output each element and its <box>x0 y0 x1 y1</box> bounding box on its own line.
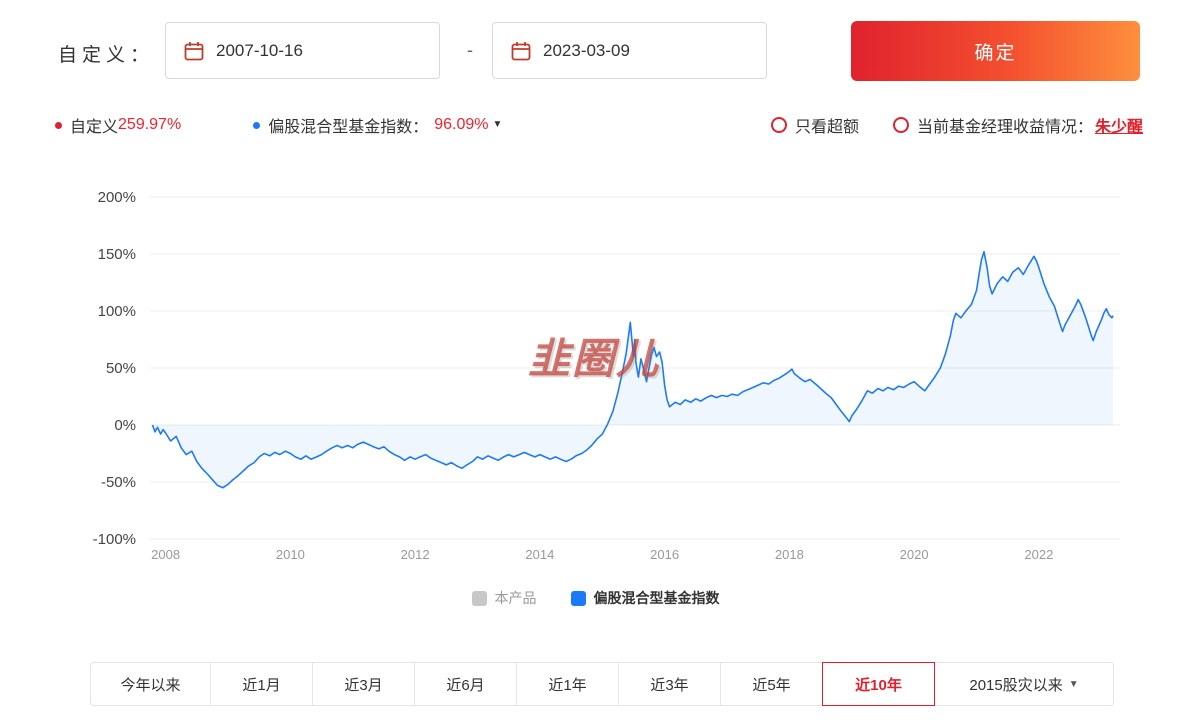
series-index-label: 偏股混合型基金指数： <box>268 119 429 136</box>
series-custom-value: 259.97% <box>118 116 182 133</box>
y-axis-label: 100% <box>98 303 136 320</box>
red-dot-icon <box>55 121 62 129</box>
start-date-input[interactable]: 2007-10-16 <box>165 22 440 79</box>
x-axis-label: 2018 <box>775 547 804 560</box>
range-tabs: 今年以来 近1月 近3月 近6月 近1年 近3年 近5年 近10年 2015股灾以来 ▼ <box>90 662 1114 706</box>
range-tab-2[interactable]: 近1月 <box>210 662 313 706</box>
excess-only-toggle[interactable]: 只看超额 <box>770 113 859 137</box>
legend-options-row: 自定义 259.97% 偏股混合型基金指数： 96.09% ▼ 只看超额 当前基… <box>55 112 1143 138</box>
confirm-button[interactable]: 确定 <box>851 21 1140 81</box>
chart-legend-item[interactable]: 本产品 <box>471 588 537 608</box>
range-tab-label: 近3年 <box>650 676 689 694</box>
legend-swatch-icon <box>471 590 487 606</box>
performance-chart: 200% 150% 100% 50% 0% -50% -100% 2008 2010 2012 20… <box>90 180 1135 562</box>
end-date-value: 2023-03-09 <box>543 40 630 60</box>
start-date-value: 2007-10-16 <box>216 40 303 60</box>
series-area <box>152 251 1114 488</box>
series-custom-label: 自定义 <box>70 119 119 136</box>
chart-legend-item[interactable]: 偏股混合型基金指数 <box>570 588 720 608</box>
range-tab-8[interactable]: 近10年 <box>822 662 935 706</box>
range-tab-label: 近1月 <box>242 676 281 694</box>
series-index-legend[interactable]: 偏股混合型基金指数： 96.09% ▼ <box>253 113 502 137</box>
range-tab-label: 今年以来 <box>120 676 181 694</box>
y-axis-label: 50% <box>106 360 136 377</box>
x-axis-label: 2012 <box>401 547 430 560</box>
x-axis-label: 2014 <box>525 547 554 560</box>
excess-only-label: 只看超额 <box>794 119 859 136</box>
radio-circle-icon[interactable] <box>892 117 909 133</box>
chevron-down-icon: ▼ <box>1068 678 1079 690</box>
x-axis-label: 2020 <box>900 547 929 560</box>
y-axis-label: 150% <box>98 246 136 263</box>
manager-return-label: 当前基金经理收益情况： <box>916 119 1093 136</box>
manager-name-link[interactable]: 朱少醒 <box>1094 119 1143 136</box>
range-tab-label: 近5年 <box>752 676 791 694</box>
performance-chart-svg: 200% 150% 100% 50% 0% -50% -100% 2008 2010 2012 20… <box>93 189 1120 562</box>
y-axis-label: 0% <box>114 417 136 434</box>
x-axis-label: 2008 <box>151 547 180 560</box>
range-tab-label: 近3月 <box>344 676 383 694</box>
legend-label: 偏股混合型基金指数 <box>593 590 720 606</box>
range-tab-1[interactable]: 今年以来 <box>90 662 211 706</box>
x-axis-label: 2022 <box>1024 547 1053 560</box>
chevron-down-icon[interactable]: ▼ <box>492 118 503 130</box>
radio-circle-icon[interactable] <box>770 117 787 133</box>
range-tab-6[interactable]: 近3年 <box>618 662 721 706</box>
range-tab-label: 近10年 <box>855 676 902 694</box>
range-tab-label: 近6月 <box>446 676 485 694</box>
legend-label: 本产品 <box>494 590 537 606</box>
range-tab-4[interactable]: 近6月 <box>414 662 517 706</box>
legend-swatch-icon <box>570 590 586 606</box>
range-tab-label: 近1年 <box>548 676 587 694</box>
x-axis-label: 2016 <box>650 547 679 560</box>
manager-return-toggle[interactable]: 当前基金经理收益情况： 朱少醒 <box>892 113 1143 137</box>
range-tab-3[interactable]: 近3月 <box>312 662 415 706</box>
range-tab-5[interactable]: 近1年 <box>516 662 619 706</box>
series-line <box>151 250 1114 489</box>
calendar-icon <box>184 41 204 60</box>
y-axis-label: -50% <box>101 474 136 491</box>
calendar-icon <box>511 41 531 60</box>
series-index-value: 96.09% <box>434 116 489 133</box>
y-axis-label: -100% <box>93 531 136 548</box>
y-axis-label: 200% <box>98 189 136 206</box>
chart-legend: 本产品 偏股混合型基金指数 <box>0 588 1191 608</box>
range-tab-label: 2015股灾以来 <box>969 676 1063 694</box>
range-tab-9[interactable]: 2015股灾以来 ▼ <box>934 662 1114 706</box>
series-custom-legend[interactable]: 自定义 259.97% <box>55 113 181 137</box>
date-range-separator: - <box>467 40 473 60</box>
custom-range-label: 自定义： <box>58 45 155 66</box>
end-date-input[interactable]: 2023-03-09 <box>492 22 767 79</box>
blue-dot-icon <box>253 121 261 129</box>
x-axis-label: 2010 <box>276 547 305 560</box>
range-tab-7[interactable]: 近5年 <box>720 662 823 706</box>
